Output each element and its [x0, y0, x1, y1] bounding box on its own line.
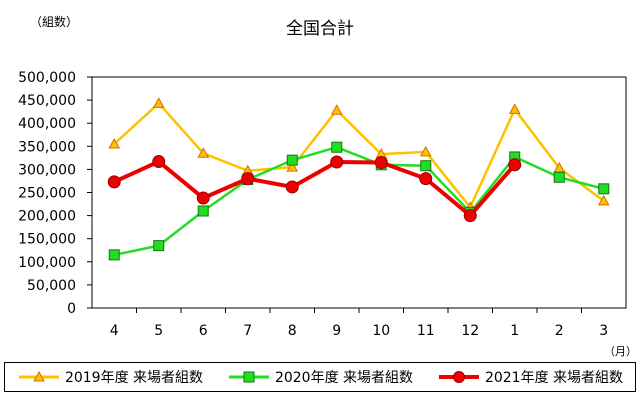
y-tick-label: 350,000	[18, 139, 76, 155]
data-point-square	[108, 249, 120, 261]
legend-item-2021[interactable]: 2021年度 来場者組数	[437, 367, 623, 387]
x-axis-unit: （月）	[604, 345, 637, 358]
x-tick-label: 7	[243, 323, 252, 339]
data-point-triangle	[419, 145, 432, 157]
data-point-triangle	[108, 137, 121, 149]
plot-border	[91, 76, 627, 309]
series-layer	[107, 97, 610, 261]
data-point-circle	[419, 172, 433, 186]
y-tick-label: 0	[67, 301, 76, 317]
circle-marker-icon	[438, 371, 479, 383]
series-line	[113, 102, 605, 209]
y-tick-label: 500,000	[18, 70, 76, 86]
x-tick-label: 5	[154, 323, 163, 339]
data-point-circle	[330, 155, 344, 169]
y-tick-label: 50,000	[27, 278, 76, 294]
series-1	[108, 97, 610, 212]
legend-item-2020[interactable]: 2020年度 来場者組数	[227, 367, 413, 387]
legend-label-2019: 2019年度 来場者組数	[64, 370, 204, 386]
square-marker-icon	[228, 371, 269, 383]
x-tick-label: 11	[417, 323, 435, 339]
data-point-circle	[107, 175, 121, 189]
data-point-square	[553, 171, 565, 183]
data-point-circle	[196, 191, 210, 205]
data-point-triangle	[330, 104, 343, 115]
y-tick-label: 400,000	[18, 116, 76, 132]
data-point-circle	[463, 209, 477, 223]
data-point-square	[420, 160, 432, 172]
data-point-triangle	[597, 194, 610, 206]
y-tick-label: 450,000	[18, 93, 76, 109]
x-tick-label: 6	[199, 323, 208, 339]
data-point-triangle	[508, 103, 521, 114]
x-axis: 4 5 6 7 8 9 10 11 12 1 2 3	[110, 308, 608, 339]
y-tick-label: 250,000	[18, 186, 76, 202]
x-tick-label: 10	[372, 323, 390, 339]
data-point-triangle	[286, 161, 299, 172]
data-point-square	[331, 141, 343, 153]
x-tick-label: 9	[332, 323, 341, 339]
plot-area	[91, 76, 627, 309]
data-point-circle	[508, 158, 522, 172]
data-point-circle	[152, 155, 166, 169]
legend-label-2021: 2021年度 来場者組数	[484, 370, 624, 386]
data-point-circle	[241, 172, 255, 186]
data-point-square	[197, 205, 209, 217]
triangle-marker-icon	[18, 370, 59, 382]
series-3	[107, 155, 522, 223]
x-tick-label: 1	[510, 323, 519, 339]
chart-title: 全国合計	[286, 19, 354, 39]
legend-label-2020: 2020年度 来場者組数	[274, 370, 414, 386]
y-tick-label: 100,000	[18, 255, 76, 271]
x-tick-label: 3	[599, 323, 608, 339]
data-point-circle	[285, 180, 299, 194]
legend-item-2019[interactable]: 2019年度 来場者組数	[17, 367, 203, 387]
y-tick-label: 300,000	[18, 162, 76, 178]
y-tick-label: 150,000	[18, 232, 76, 248]
y-tick-label: 200,000	[18, 209, 76, 225]
y-axis: 0 50,000 100,000 150,000 200,000 250,000 300,0…	[18, 70, 92, 317]
data-point-square	[598, 183, 610, 195]
data-point-square	[286, 154, 298, 166]
legend: 2019年度 来場者組数 2020年度 来場者組数 2021年度 来場者組数	[4, 362, 636, 392]
x-tick-label: 12	[461, 323, 479, 339]
data-point-square	[153, 240, 165, 252]
x-tick-label: 4	[110, 323, 119, 339]
x-tick-label: 8	[288, 323, 297, 339]
series-line	[113, 145, 605, 257]
series-line	[113, 159, 517, 218]
series-2	[108, 141, 610, 261]
data-point-circle	[374, 155, 388, 169]
data-point-triangle	[197, 147, 210, 158]
data-point-triangle	[152, 97, 165, 108]
x-tick-label: 2	[555, 323, 564, 339]
y-axis-unit: （組数）	[30, 15, 79, 29]
